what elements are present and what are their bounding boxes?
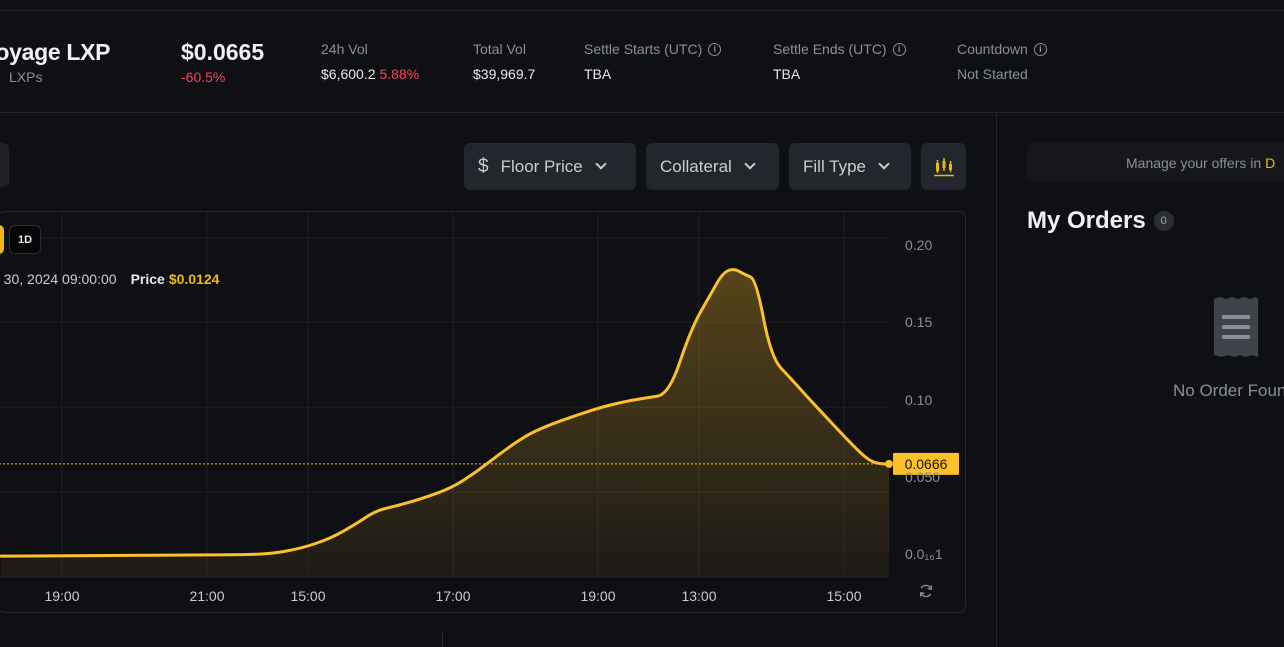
x-tick-label: 21:00 xyxy=(189,588,224,604)
refresh-icon[interactable] xyxy=(918,583,934,599)
stat-label: Settle Starts (UTC) xyxy=(584,41,703,57)
x-tick-label: 17:00 xyxy=(435,588,470,604)
orders-count-badge: 0 xyxy=(1153,211,1174,231)
stat-countdown: Countdown i Not Started xyxy=(957,41,1047,82)
dashboard-link[interactable]: D xyxy=(1265,155,1276,171)
chevron-down-icon xyxy=(744,158,756,170)
token-name: Voyage LXP xyxy=(0,39,111,65)
crosshair-price-label: Price xyxy=(130,271,165,287)
stat-label: Total Vol xyxy=(473,41,526,57)
timeframe-1d-button[interactable]: 1D xyxy=(9,225,41,254)
my-orders-title: My Orders xyxy=(1027,207,1146,234)
chart-crosshair-info: n 30, 2024 09:00:00 Price $0.0124 xyxy=(0,271,219,287)
panel-separator xyxy=(442,631,443,647)
fill-type-filter[interactable]: Fill Type xyxy=(789,143,911,190)
stat-settle-ends: Settle Ends (UTC) i TBA xyxy=(773,41,906,82)
y-tick-label: 0.0₁₆1 xyxy=(905,546,943,562)
current-price-tag-label: 0.0666 xyxy=(905,456,948,472)
x-tick-label: 15:00 xyxy=(826,588,861,604)
chevron-down-icon xyxy=(878,158,890,170)
y-tick-label: 0.20 xyxy=(905,237,932,253)
chart-canvas: 0.0666 0.20 0.15 0.10 0.050 0.0₁₆1 19:00 21:00 1… xyxy=(0,212,959,604)
stat-value: $6,600.2 xyxy=(321,66,376,82)
info-icon[interactable]: i xyxy=(1033,42,1047,56)
my-orders-heading: My Orders 0 xyxy=(1027,207,1174,235)
y-tick-label: 0.10 xyxy=(905,392,932,408)
chevron-down-icon xyxy=(595,158,607,170)
stat-value: TBA xyxy=(773,66,801,82)
top-bar xyxy=(0,0,1284,11)
x-tick-label: 15:00 xyxy=(290,588,325,604)
x-tick-label: 19:00 xyxy=(580,588,615,604)
token-symbol: LXPs xyxy=(9,69,43,85)
filter-label: Collateral xyxy=(660,156,732,176)
floor-price-filter[interactable]: $ Floor Price xyxy=(464,143,636,190)
crosshair-price-value: $0.0124 xyxy=(168,271,220,287)
price-line xyxy=(0,268,891,558)
y-tick-label: 0.050 xyxy=(905,469,940,485)
manage-offers-text: Manage your offers in xyxy=(1126,155,1262,171)
receipt-icon xyxy=(1214,297,1258,357)
market-header: Voyage LXP LXPs $0.0665 -60.5% 24h Vol $… xyxy=(0,11,1284,113)
x-tick-label: 19:00 xyxy=(44,588,79,604)
crosshair-date: n 30, 2024 09:00:00 xyxy=(0,271,117,287)
stat-value: Not Started xyxy=(957,66,1028,82)
stat-settle-starts: Settle Starts (UTC) i TBA xyxy=(584,41,722,82)
manage-offers-banner: Manage your offers in D xyxy=(1027,143,1284,183)
dollar-icon: $ xyxy=(478,155,489,177)
stat-total-vol: Total Vol $39,969.7 xyxy=(473,41,535,82)
info-icon[interactable]: i xyxy=(708,42,722,56)
y-tick-label: 0.15 xyxy=(905,314,932,330)
stat-label: Countdown xyxy=(957,41,1028,57)
stat-24h-vol: 24h Vol $6,600.2 5.88% xyxy=(321,41,419,82)
stat-change: 5.88% xyxy=(379,66,420,82)
current-price-dot xyxy=(885,459,893,468)
stat-label: 24h Vol xyxy=(321,41,368,57)
offers-tab[interactable] xyxy=(0,143,9,187)
filter-label: Fill Type xyxy=(803,156,866,176)
collateral-filter[interactable]: Collateral xyxy=(646,143,779,190)
price-area xyxy=(1,269,889,577)
chart-type-button[interactable] xyxy=(921,143,966,190)
price-change: -60.5% xyxy=(181,69,226,85)
current-price: $0.0665 xyxy=(181,39,265,65)
x-tick-label: 13:00 xyxy=(681,588,716,604)
stat-value: TBA xyxy=(584,66,612,82)
empty-orders-message: No Order Found xyxy=(1173,381,1284,400)
price-chart[interactable]: 0.0666 0.20 0.15 0.10 0.050 0.0₁₆1 19:00 21:00 1… xyxy=(0,211,966,613)
candlestick-icon xyxy=(933,157,954,176)
stat-label: Settle Ends (UTC) xyxy=(773,41,887,57)
timeframe-prev-button[interactable] xyxy=(0,225,4,254)
stat-value: $39,969.7 xyxy=(473,66,536,82)
panel-divider xyxy=(996,113,997,647)
info-icon[interactable]: i xyxy=(892,42,906,56)
current-price-tag xyxy=(893,452,959,475)
filter-label: Floor Price xyxy=(500,156,583,176)
